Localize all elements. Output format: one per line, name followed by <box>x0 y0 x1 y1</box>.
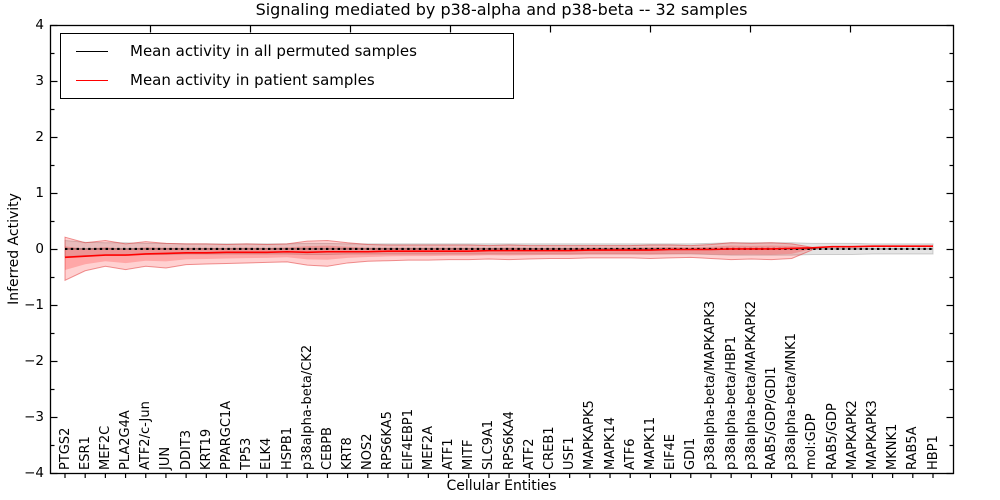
legend: Mean activity in all permuted samples Mea… <box>60 33 514 99</box>
y-tick-label: 4 <box>35 17 44 33</box>
x-tick-label: HSPB1 <box>279 426 295 470</box>
y-tick-label: 3 <box>35 73 44 89</box>
x-tick-label: p38alpha-beta/MAPKAPK3 <box>703 301 719 470</box>
y-tick-label: −4 <box>24 465 44 481</box>
x-tick-label: PPARGC1A <box>218 400 234 470</box>
x-tick-label: RPS6KA4 <box>501 411 517 470</box>
x-tick-label: p38alpha-beta/MNK1 <box>784 333 800 470</box>
legend-item-label: Mean activity in all permuted samples <box>130 42 417 60</box>
x-tick-label: DDIT3 <box>178 429 194 470</box>
x-tick-label: p38alpha-beta/MAPKAPK2 <box>743 301 759 470</box>
x-tick-label: MKNK1 <box>885 423 901 470</box>
x-tick-label: RAB5A <box>905 426 921 470</box>
x-tick-label: CREB1 <box>541 426 557 470</box>
y-tick-label: 0 <box>35 241 44 257</box>
x-tick-label: ATF6 <box>622 438 638 470</box>
y-tick-label: −2 <box>24 353 44 369</box>
x-tick-label: p38alpha-beta/HBP1 <box>723 335 739 470</box>
x-tick-label: TP53 <box>239 437 255 470</box>
x-tick-label: mol:GDP <box>804 413 820 470</box>
x-tick-label: p38alpha-beta/CK2 <box>299 344 315 470</box>
x-tick-label: MAPKAPK3 <box>864 400 880 470</box>
x-tick-label: CEBPB <box>319 427 335 470</box>
x-tick-label: KRT19 <box>198 428 214 470</box>
y-tick-label: −1 <box>24 297 44 313</box>
x-tick-label: EIF4EBP1 <box>400 408 416 470</box>
x-tick-label: ATF2 <box>521 438 537 470</box>
legend-line-icon <box>76 51 108 52</box>
x-tick-label: MAPKAPK5 <box>582 400 598 470</box>
x-tick-label: ATF1 <box>441 438 457 470</box>
x-tick-label: RPS6KA5 <box>380 411 396 470</box>
legend-line-icon <box>76 80 108 81</box>
patient-mean-line <box>64 245 933 259</box>
legend-item: Mean activity in all permuted samples <box>61 37 513 66</box>
x-tick-label: MITF <box>461 439 477 470</box>
y-tick-label: 1 <box>35 185 44 201</box>
x-tick-label: SLC9A1 <box>481 419 497 470</box>
x-tick-label: ESR1 <box>77 436 93 470</box>
x-tick-label: PLA2G4A <box>118 410 134 470</box>
x-axis-label: Cellular Entities <box>446 478 557 494</box>
x-tick-label: MAPK14 <box>602 416 618 470</box>
legend-item: Mean activity in patient samples <box>61 66 513 95</box>
chart-title: Signaling mediated by p38-alpha and p38-… <box>255 0 748 19</box>
x-tick-label: RAB5/GDP/GDI1 <box>764 366 779 470</box>
y-tick-label: 2 <box>35 129 44 145</box>
x-tick-label: MAPK11 <box>642 416 658 470</box>
x-tick-label: RAB5/GDP <box>824 403 840 470</box>
x-tick-label: USF1 <box>562 436 578 470</box>
y-tick-label: −3 <box>24 409 44 425</box>
x-tick-label: HBP1 <box>925 435 941 470</box>
x-tick-label: MEF2A <box>420 425 436 470</box>
x-tick-label: MEF2C <box>97 425 113 470</box>
x-tick-label: NOS2 <box>360 433 376 470</box>
legend-item-label: Mean activity in patient samples <box>130 71 375 89</box>
x-tick-label: EIF4E <box>663 433 679 470</box>
x-tick-label: ATF2/c-Jun <box>138 401 154 470</box>
x-tick-label: ELK4 <box>259 437 275 470</box>
x-tick-label: KRT8 <box>340 437 356 470</box>
x-tick-label: GDI1 <box>683 437 699 470</box>
x-tick-label: MAPKAPK2 <box>844 400 860 470</box>
x-tick-label: JUN <box>158 446 174 470</box>
x-tick-label: PTGS2 <box>57 427 73 470</box>
